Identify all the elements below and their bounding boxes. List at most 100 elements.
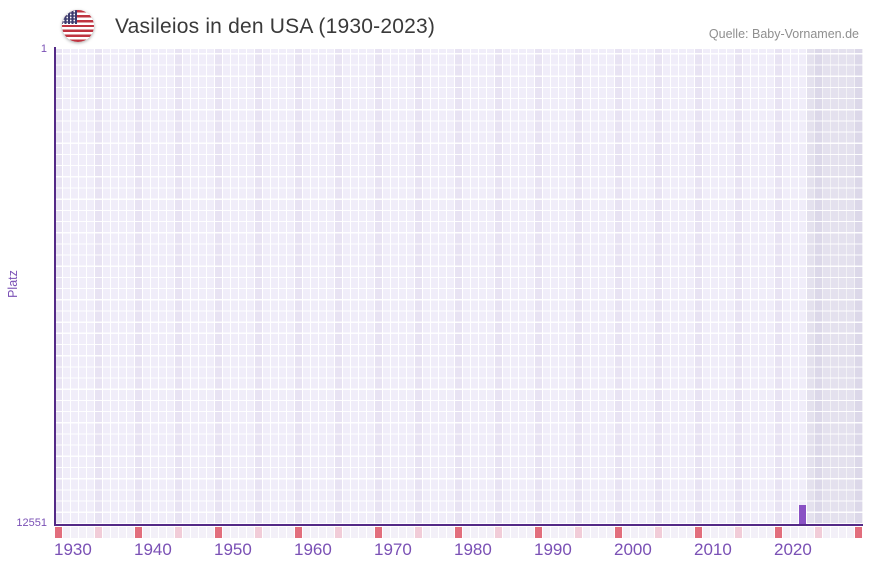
- marker-cell: [375, 527, 382, 538]
- marker-cell: [351, 527, 358, 538]
- grid-row-gaps: [55, 49, 863, 524]
- marker-cell: [423, 527, 430, 538]
- marker-cell: [719, 527, 726, 538]
- x-axis-line: [54, 524, 863, 526]
- marker-cell: [183, 527, 190, 538]
- marker-cell: [159, 527, 166, 538]
- marker-cell: [599, 527, 606, 538]
- marker-cell: [551, 527, 558, 538]
- marker-cell: [327, 527, 334, 538]
- marker-cell: [63, 527, 70, 538]
- marker-cell: [791, 527, 798, 538]
- marker-cell: [735, 527, 742, 538]
- marker-cell: [103, 527, 110, 538]
- marker-cell: [55, 527, 62, 538]
- marker-cell: [151, 527, 158, 538]
- marker-cell: [167, 527, 174, 538]
- marker-cell: [783, 527, 790, 538]
- marker-cell: [823, 527, 830, 538]
- marker-cell: [767, 527, 774, 538]
- marker-cell: [455, 527, 462, 538]
- marker-cell: [511, 527, 518, 538]
- marker-cell: [207, 527, 214, 538]
- marker-cell: [223, 527, 230, 538]
- marker-cell: [631, 527, 638, 538]
- marker-cell: [175, 527, 182, 538]
- marker-cell: [695, 527, 702, 538]
- marker-cell: [231, 527, 238, 538]
- marker-cell: [463, 527, 470, 538]
- marker-cell: [647, 527, 654, 538]
- marker-cell: [127, 527, 134, 538]
- us-flag-canton: [62, 10, 77, 24]
- marker-cell: [79, 527, 86, 538]
- us-flag-icon: [62, 10, 94, 42]
- page-title: Vasileios in den USA (1930-2023): [115, 15, 436, 38]
- marker-cell: [839, 527, 846, 538]
- marker-cell: [71, 527, 78, 538]
- marker-cell: [519, 527, 526, 538]
- marker-cell: [407, 527, 414, 538]
- marker-cell: [111, 527, 118, 538]
- y-axis-line: [54, 47, 56, 526]
- marker-cell: [743, 527, 750, 538]
- marker-cell: [479, 527, 486, 538]
- marker-cell: [247, 527, 254, 538]
- marker-cell: [95, 527, 102, 538]
- marker-cell: [711, 527, 718, 538]
- marker-cell: [583, 527, 590, 538]
- marker-cell: [335, 527, 342, 538]
- marker-cell: [415, 527, 422, 538]
- marker-cell: [303, 527, 310, 538]
- marker-cell: [279, 527, 286, 538]
- marker-cell: [639, 527, 646, 538]
- marker-cell: [567, 527, 574, 538]
- marker-cell: [287, 527, 294, 538]
- unranked-marker-row: [55, 527, 864, 538]
- marker-cell: [447, 527, 454, 538]
- marker-cell: [679, 527, 686, 538]
- marker-cell: [503, 527, 510, 538]
- marker-cell: [431, 527, 438, 538]
- marker-cell: [607, 527, 614, 538]
- marker-cell: [215, 527, 222, 538]
- marker-cell: [255, 527, 262, 538]
- marker-cell: [119, 527, 126, 538]
- marker-cell: [263, 527, 270, 538]
- marker-cell: [87, 527, 94, 538]
- marker-cell: [391, 527, 398, 538]
- marker-cell: [239, 527, 246, 538]
- y-tick-bottom: 12551: [16, 517, 47, 529]
- marker-cell: [847, 527, 854, 538]
- marker-cell: [527, 527, 534, 538]
- marker-cell: [591, 527, 598, 538]
- marker-cell: [319, 527, 326, 538]
- marker-cell: [671, 527, 678, 538]
- marker-cell: [615, 527, 622, 538]
- rank-bar: [799, 505, 806, 524]
- marker-cell: [343, 527, 350, 538]
- marker-cell: [367, 527, 374, 538]
- marker-cell: [655, 527, 662, 538]
- marker-cell: [487, 527, 494, 538]
- marker-cell: [815, 527, 822, 538]
- marker-cell: [495, 527, 502, 538]
- marker-cell: [535, 527, 542, 538]
- marker-cell: [311, 527, 318, 538]
- marker-cell: [191, 527, 198, 538]
- marker-cell: [807, 527, 814, 538]
- marker-cell: [855, 527, 862, 538]
- marker-cell: [799, 527, 806, 538]
- y-tick-top: 1: [40, 43, 47, 55]
- marker-cell: [543, 527, 550, 538]
- marker-cell: [271, 527, 278, 538]
- marker-cell: [439, 527, 446, 538]
- marker-cell: [295, 527, 302, 538]
- marker-cell: [759, 527, 766, 538]
- marker-cell: [559, 527, 566, 538]
- marker-cell: [623, 527, 630, 538]
- marker-cell: [143, 527, 150, 538]
- marker-cell: [727, 527, 734, 538]
